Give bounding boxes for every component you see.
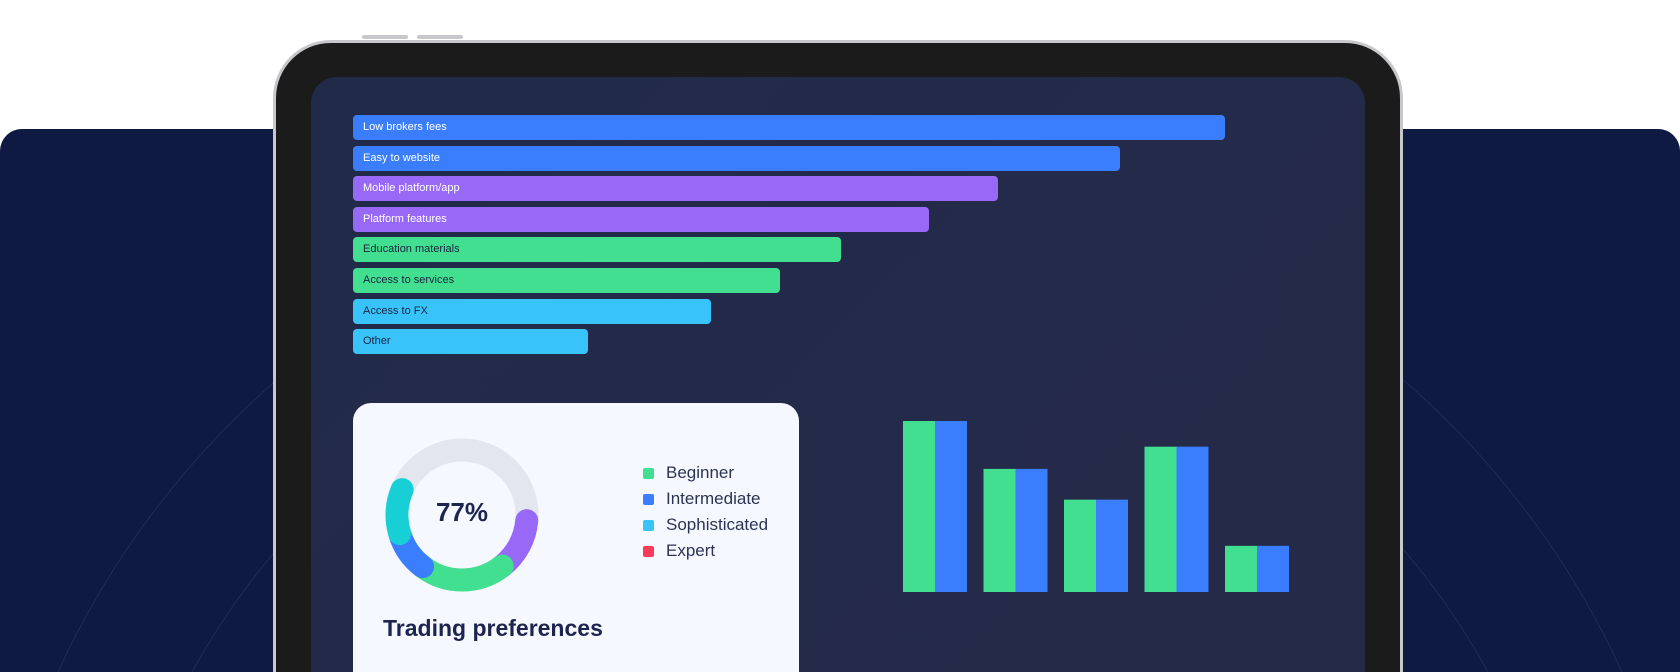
volume-button [362, 35, 408, 39]
feature-bar: Mobile platform/app [353, 176, 999, 202]
column-blue [1096, 499, 1128, 592]
legend-swatch [643, 545, 654, 557]
legend-label: Beginner [666, 463, 735, 482]
column-blue [1257, 545, 1289, 592]
legend-item: Intermediate [643, 489, 761, 509]
column-green [1064, 499, 1096, 592]
feature-bar: Other [353, 329, 589, 355]
column-green [983, 468, 1016, 592]
column-green [1144, 446, 1177, 592]
column-blue [935, 421, 967, 592]
donut-segment-teal [385, 478, 414, 546]
feature-bar: Platform features [353, 206, 929, 232]
feature-bar: Access to FX [353, 298, 711, 324]
legend-label: Intermediate [666, 489, 761, 508]
feature-bar: Access to services [353, 268, 781, 293]
legend-item: Sophisticated [643, 515, 768, 535]
column-blue [1015, 468, 1048, 592]
donut-chart [385, 438, 539, 592]
tablet-screen: Low brokers fees Easy to website Mobile pl… [311, 77, 1365, 672]
column-chart [903, 421, 1289, 592]
feature-bar: Low brokers fees [353, 115, 1225, 140]
column-blue [1176, 446, 1209, 592]
card-title: Trading preferences [383, 615, 603, 641]
legend-item: Beginner [643, 463, 734, 483]
legend-item: Expert [643, 541, 715, 561]
legend-swatch [643, 493, 654, 505]
feature-bar: Education materials [353, 237, 842, 263]
legend-label: Sophisticated [666, 515, 769, 534]
power-button [417, 35, 463, 39]
legend-label: Expert [666, 541, 716, 560]
feature-bar: Easy to website [353, 145, 1121, 171]
legend-swatch [643, 467, 654, 479]
trading-preferences-card: 77% Beginner Intermediate Sophisticated Exp… [353, 403, 799, 672]
legend-swatch [643, 519, 654, 531]
column-green [1225, 545, 1257, 592]
donut-percent: 77% [435, 497, 489, 527]
column-green [903, 421, 935, 592]
